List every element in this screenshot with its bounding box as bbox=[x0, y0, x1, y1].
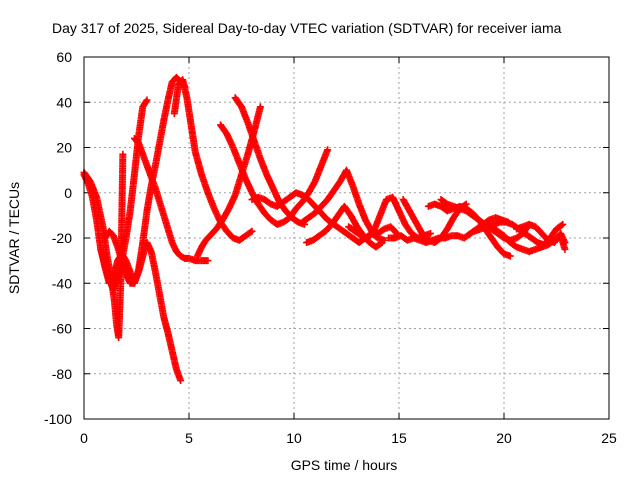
data-point bbox=[377, 239, 385, 247]
x-tick-label: 10 bbox=[286, 430, 302, 446]
y-axis-label: SDTVAR / TECUs bbox=[6, 182, 22, 294]
data-point bbox=[248, 227, 256, 235]
x-tick-label: 25 bbox=[601, 430, 617, 446]
chart-title: Day 317 of 2025, Sidereal Day-to-day VTE… bbox=[52, 20, 562, 36]
x-tick-label: 0 bbox=[80, 430, 88, 446]
x-tick-label: 15 bbox=[391, 430, 407, 446]
y-tick-label: -60 bbox=[52, 321, 72, 337]
data-point bbox=[204, 257, 212, 265]
y-tick-label: -100 bbox=[44, 411, 72, 427]
y-tick-label: 0 bbox=[64, 185, 72, 201]
data-point bbox=[561, 239, 569, 247]
x-tick-label: 20 bbox=[496, 430, 512, 446]
data-point bbox=[177, 377, 185, 385]
data-point bbox=[427, 229, 434, 237]
axis-tick-labels: 0 5 10 15 20 25 -100 -80 -60 -40 -20 0 20 40 60 bbox=[44, 49, 617, 446]
series-arc5 bbox=[130, 134, 212, 265]
y-tick-label: 20 bbox=[56, 140, 72, 156]
data-point bbox=[119, 150, 127, 158]
y-tick-label: 60 bbox=[56, 49, 72, 65]
data-point bbox=[506, 252, 514, 260]
data-point bbox=[378, 239, 386, 247]
plot-frame bbox=[83, 56, 610, 420]
y-tick-label: -20 bbox=[52, 230, 72, 246]
y-tick-label: -80 bbox=[52, 366, 72, 382]
data-point bbox=[247, 228, 255, 236]
data-point bbox=[143, 96, 151, 104]
series-arc13 bbox=[345, 193, 434, 242]
data-point bbox=[559, 220, 567, 228]
y-tick-label: -40 bbox=[52, 275, 72, 291]
series-arc10 bbox=[248, 189, 388, 247]
plot-area bbox=[80, 73, 569, 385]
data-point bbox=[256, 103, 264, 111]
data-point bbox=[561, 245, 569, 253]
series-arc6 bbox=[170, 76, 256, 244]
data-point bbox=[142, 97, 150, 105]
series-arc20 bbox=[513, 220, 569, 247]
x-axis-label: GPS time / hours bbox=[291, 457, 398, 473]
data-point bbox=[558, 221, 566, 229]
series-arc12 bbox=[298, 166, 401, 237]
x-tick-label: 5 bbox=[185, 430, 193, 446]
data-point bbox=[324, 146, 332, 154]
y-tick-label: 40 bbox=[56, 94, 72, 110]
series-arc2 bbox=[80, 171, 185, 385]
